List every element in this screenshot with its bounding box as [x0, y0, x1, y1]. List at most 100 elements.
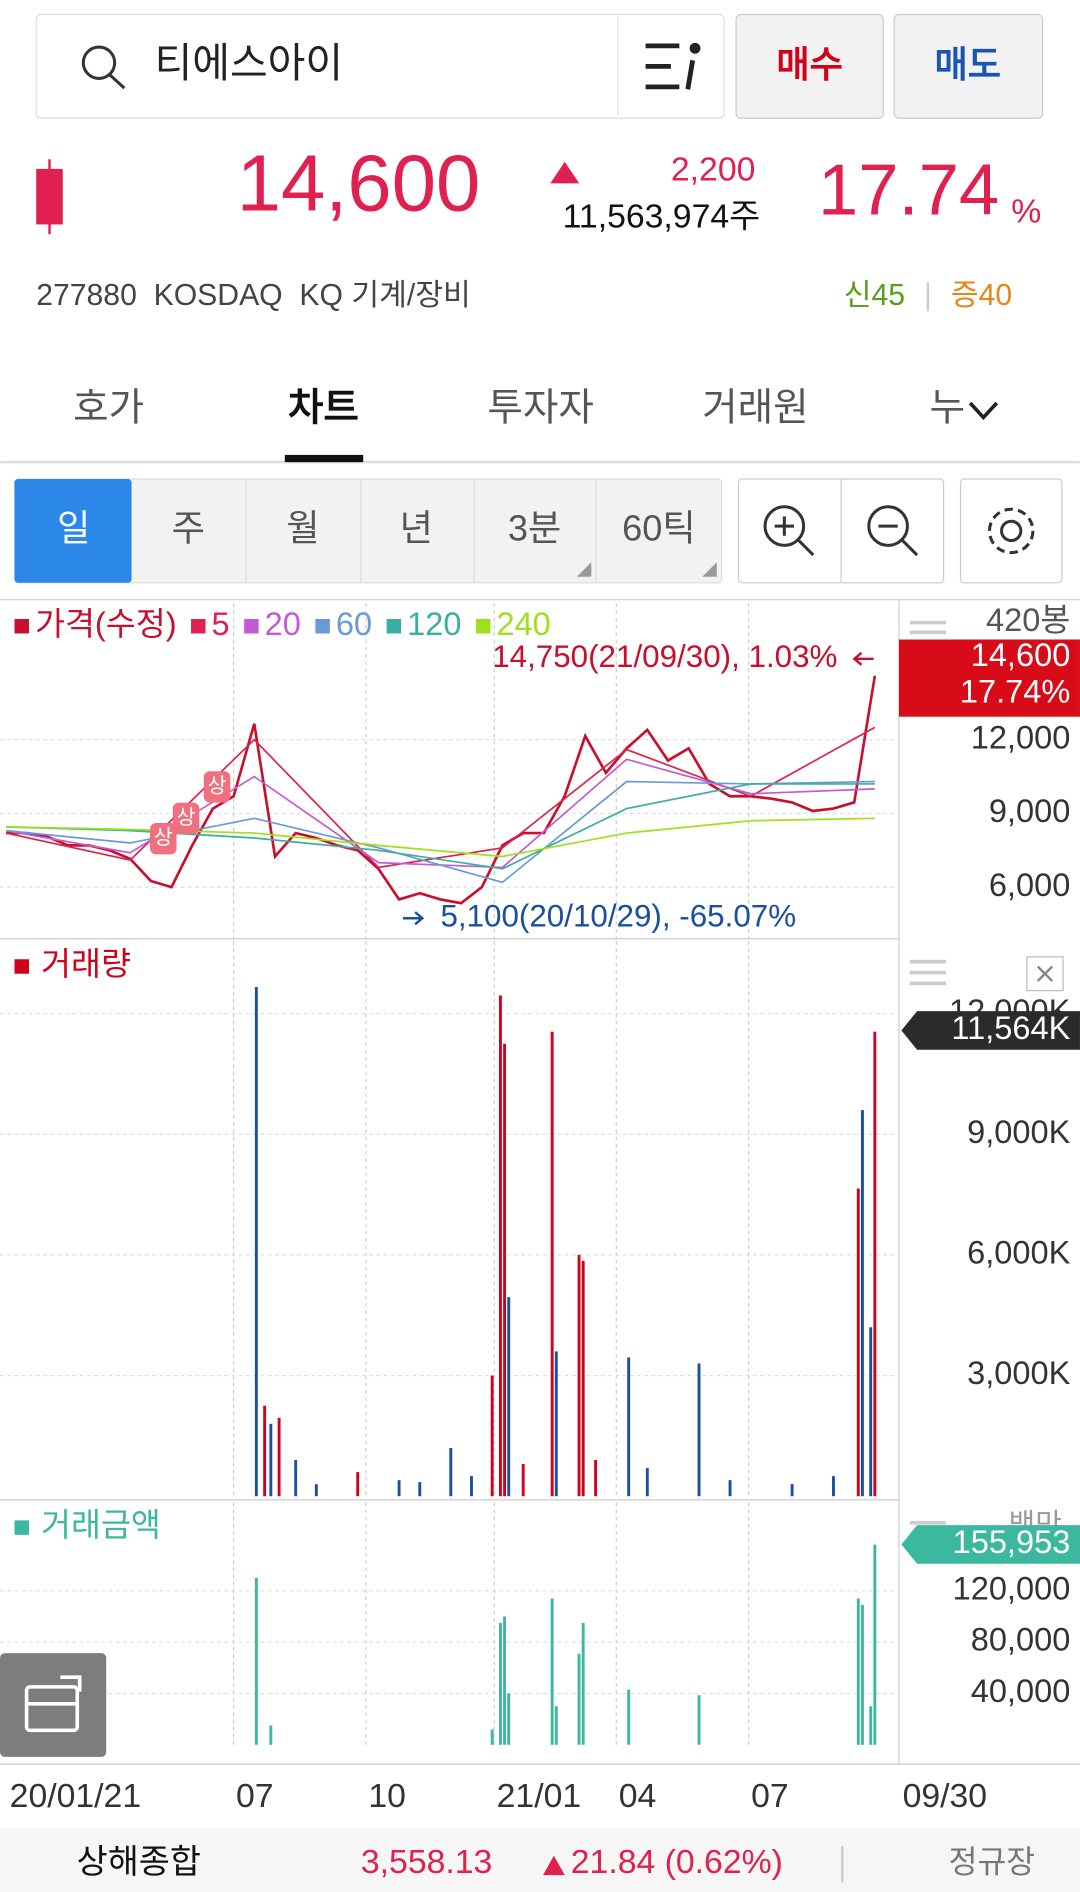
- period-corner: [702, 562, 717, 577]
- tab[interactable]: 거래원: [702, 386, 809, 429]
- high-arrow: [852, 651, 874, 666]
- up-arrow: [550, 161, 580, 184]
- bar: [397, 1480, 401, 1497]
- tab[interactable]: 투자자: [487, 386, 594, 429]
- x-tick-label: 20/01/21: [10, 1777, 141, 1815]
- legend-swatch: [191, 619, 206, 634]
- panel-close[interactable]: [1036, 965, 1054, 982]
- settings-button[interactable]: [959, 478, 1063, 584]
- limit-up-badge: [172, 802, 200, 835]
- high-note: 14,750(21/09/30), 1.03%: [492, 639, 837, 674]
- period[interactable]: 주: [172, 507, 205, 548]
- bar: [832, 1476, 835, 1497]
- bar: [577, 1653, 581, 1745]
- bar: [449, 1447, 453, 1497]
- period-dividers: [245, 479, 597, 583]
- bar: [577, 1254, 581, 1497]
- zoom-out[interactable]: [867, 505, 919, 557]
- low-arrow: [403, 911, 425, 926]
- limit-up-label: 상: [154, 826, 173, 849]
- float-icon[interactable]: [24, 1675, 82, 1733]
- ticker-arrow: [543, 1855, 565, 1876]
- bar: [856, 1598, 860, 1745]
- y-tick-label: 9,000: [989, 793, 1071, 829]
- search-icon: [81, 45, 117, 80]
- last-value: 11,564K: [951, 1010, 1070, 1046]
- period[interactable]: 일: [57, 507, 90, 548]
- bar: [645, 1468, 649, 1497]
- bar: [418, 1482, 422, 1497]
- last-tag: [901, 1011, 1080, 1050]
- ticker-name: 상해종합: [77, 1843, 201, 1881]
- bar: [873, 1544, 877, 1745]
- bar: [503, 1616, 507, 1745]
- legend-label: 가격(수정): [35, 606, 177, 642]
- bar: [697, 1363, 701, 1497]
- period[interactable]: 년: [400, 507, 433, 548]
- bar: [277, 1417, 281, 1497]
- panel-title: 거래량: [41, 946, 131, 982]
- last-price-tag: [898, 639, 1080, 717]
- zoom-in[interactable]: [763, 505, 815, 557]
- search-box[interactable]: [35, 13, 725, 119]
- search-icon: [108, 73, 126, 90]
- tab-active[interactable]: 차트: [288, 386, 359, 429]
- menu-icon[interactable]: [645, 42, 701, 90]
- ma-line: [6, 817, 875, 858]
- change: 2,200: [671, 150, 756, 188]
- buy-button[interactable]: [735, 13, 884, 119]
- bar: [550, 1031, 554, 1497]
- ticker-change: 21.84 (0.62%): [571, 1843, 783, 1881]
- legend-label: 240: [496, 606, 550, 642]
- y-tick-label: 6,000: [989, 867, 1071, 903]
- period-corner: [576, 562, 592, 577]
- limit-up-label: 상: [208, 774, 227, 797]
- bar: [507, 1297, 511, 1497]
- bar: [627, 1689, 631, 1745]
- bar: [269, 1423, 273, 1497]
- bar: [554, 1706, 558, 1745]
- period-active[interactable]: [14, 479, 132, 583]
- ticker-value: 3,558.13: [361, 1843, 492, 1881]
- legend-label: 60: [336, 606, 372, 642]
- buy-label[interactable]: 매수: [776, 44, 843, 85]
- period[interactable]: 3분: [508, 507, 561, 548]
- sell-label[interactable]: 매도: [934, 44, 1001, 85]
- bar: [594, 1460, 598, 1497]
- bar: [263, 1405, 267, 1497]
- search-query[interactable]: 티에스아이: [154, 40, 343, 86]
- sell-button[interactable]: [893, 13, 1044, 119]
- bar: [254, 1577, 258, 1745]
- tab-more[interactable]: [968, 401, 999, 421]
- volume: 11,563,974주: [563, 197, 761, 235]
- last-price: 14,600: [971, 637, 1071, 673]
- y-tick-label: 120,000: [953, 1570, 1071, 1606]
- tab[interactable]: 호가: [73, 386, 144, 429]
- bar: [356, 1472, 360, 1497]
- legend-swatch: [475, 619, 491, 634]
- bar: [498, 1622, 502, 1745]
- legend-swatch: [14, 959, 29, 974]
- bar: [550, 1598, 554, 1745]
- bar: [314, 1484, 318, 1497]
- bar: [728, 1480, 732, 1497]
- tab-underline: [284, 454, 364, 463]
- legend-swatch: [244, 619, 259, 634]
- panel-handle[interactable]: [909, 620, 947, 1525]
- legend-label: 5: [212, 606, 230, 642]
- legend-swatch: [14, 619, 29, 634]
- ticker-bar: [0, 1828, 1080, 1892]
- period[interactable]: 월: [286, 507, 319, 548]
- x-end-label: 09/30: [903, 1777, 988, 1815]
- panel-title: 거래금액: [41, 1507, 161, 1543]
- bar: [790, 1484, 794, 1497]
- settings-icon[interactable]: [987, 507, 1035, 555]
- period[interactable]: 60틱: [622, 507, 696, 548]
- bar: [554, 1351, 558, 1497]
- tab[interactable]: 누: [929, 386, 965, 429]
- candle-icon: [36, 168, 63, 225]
- y-tick-label: 80,000: [971, 1622, 1071, 1658]
- bar: [860, 1110, 864, 1497]
- bar: [507, 1693, 511, 1745]
- bar: [503, 1043, 507, 1497]
